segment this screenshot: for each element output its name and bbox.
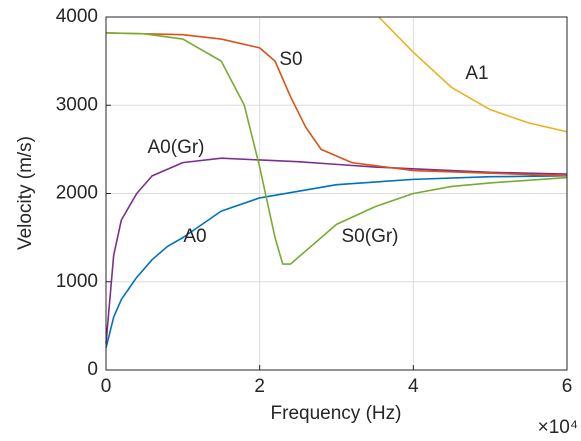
series-line	[105, 157, 568, 344]
lines	[105, 16, 568, 349]
x-multiplier: ×10⁴	[538, 417, 578, 438]
series-line	[105, 175, 568, 349]
curve-label: S0(Gr)	[342, 226, 399, 247]
y-axis-label: Velocity (m/s)	[15, 136, 36, 250]
y-tick-label: 1000	[56, 271, 98, 292]
x-tick-label: 0	[101, 376, 112, 397]
y-tick-label: 2000	[56, 183, 98, 204]
y-tick-label: 4000	[56, 6, 98, 27]
curve-label: A0	[183, 226, 206, 247]
series-line	[105, 32, 568, 265]
x-tick-label: 2	[254, 376, 265, 397]
series-line	[378, 16, 568, 133]
series-line	[105, 32, 568, 177]
x-axis-label: Frequency (Hz)	[271, 403, 402, 424]
curve-label: A1	[465, 63, 488, 84]
y-tick-label: 3000	[56, 94, 98, 115]
x-tick-label: 6	[562, 376, 573, 397]
curve-label: A0(Gr)	[148, 137, 205, 158]
x-tick-label: 4	[408, 376, 419, 397]
y-tick-label: 0	[87, 359, 98, 380]
curve-label: S0	[279, 49, 302, 70]
